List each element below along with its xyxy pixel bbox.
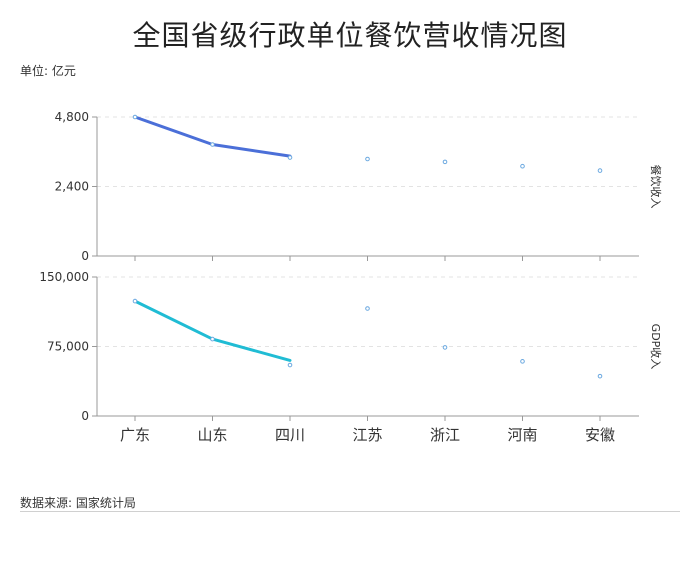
y-tick-label: 4,800 — [55, 110, 89, 124]
data-point — [287, 155, 293, 160]
x-category-label: 广东 — [120, 426, 150, 444]
y-tick-label: 75,000 — [47, 340, 89, 354]
series-line — [133, 115, 292, 158]
data-point — [132, 298, 138, 304]
series-line — [133, 299, 292, 362]
data-point — [210, 336, 215, 342]
y-tick-label: 2,400 — [55, 180, 89, 194]
data-point — [597, 373, 603, 379]
x-category-label: 江苏 — [352, 426, 382, 444]
data-point — [442, 345, 448, 350]
series-label: GDP收入 — [649, 324, 663, 370]
y-tick-label: 0 — [81, 249, 89, 263]
data-point — [365, 306, 370, 311]
data-point — [210, 142, 215, 147]
x-category-label: 山东 — [197, 426, 227, 444]
data-point — [597, 168, 603, 173]
series-label: 餐饮收入 — [649, 165, 663, 209]
data-point — [442, 159, 448, 165]
footer-divider — [20, 511, 680, 512]
unit-label: 单位: 亿元 — [20, 64, 76, 78]
x-category-label: 安徽 — [585, 426, 615, 444]
data-point — [520, 163, 525, 169]
source-label: 数据来源: 国家统计局 — [20, 496, 136, 510]
chart-title: 全国省级行政单位餐饮营收情况图 — [132, 19, 568, 52]
x-category-label: 四川 — [275, 426, 305, 444]
x-category-label: 河南 — [507, 426, 537, 444]
data-point — [365, 156, 370, 162]
data-point — [520, 359, 525, 364]
data-point — [132, 114, 138, 120]
y-tick-label: 150,000 — [39, 270, 89, 284]
y-tick-label: 0 — [81, 409, 89, 423]
x-category-label: 浙江 — [430, 426, 460, 444]
data-point — [287, 362, 293, 368]
